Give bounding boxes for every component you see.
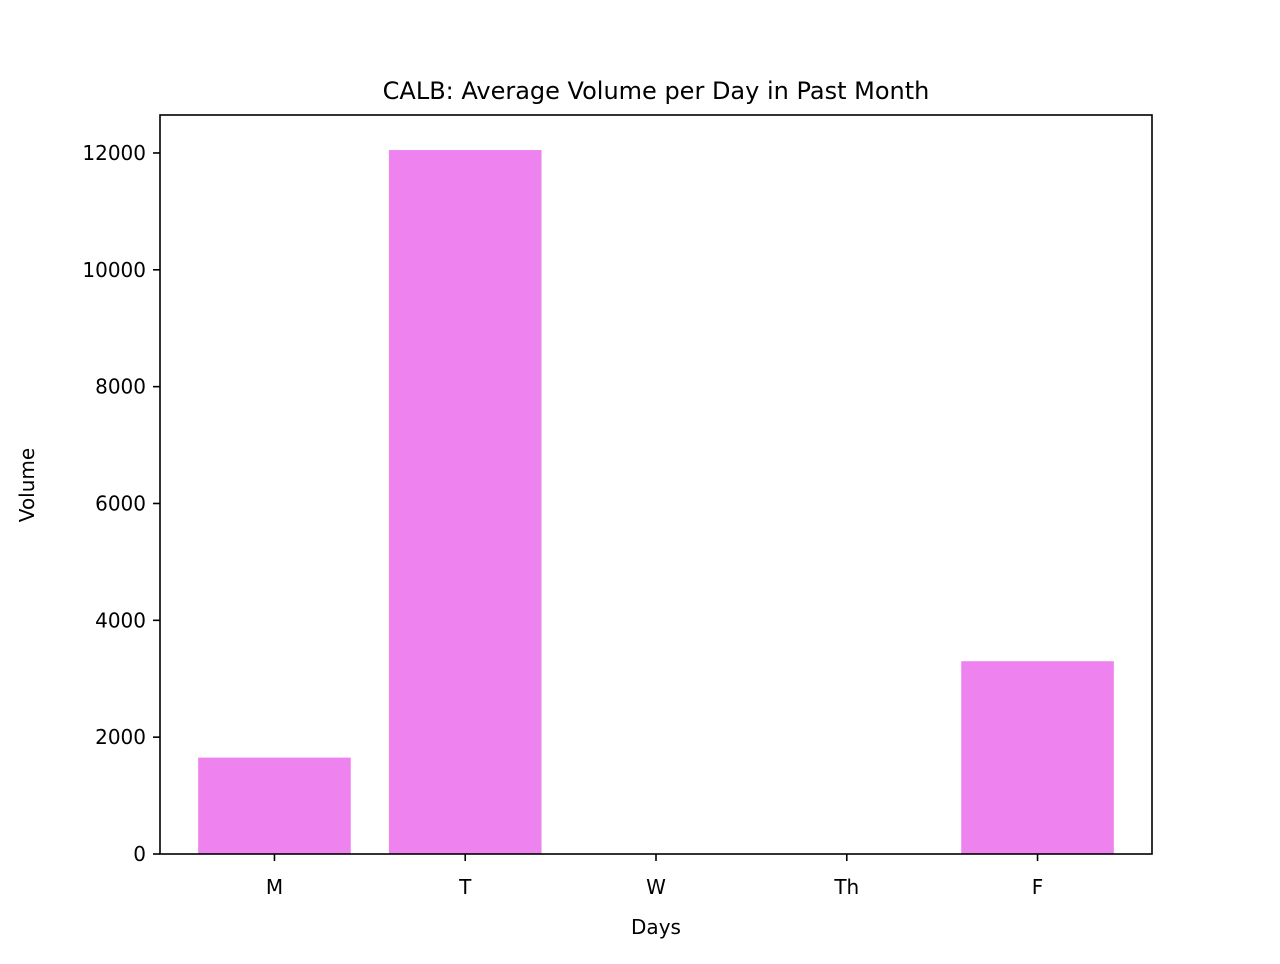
y-tick-label: 8000 xyxy=(95,375,146,399)
x-tick-label: F xyxy=(1032,875,1044,899)
x-axis-ticks: M T W Th F xyxy=(266,854,1043,899)
x-tick-label: T xyxy=(458,875,472,899)
y-axis-ticks: 0 2000 4000 6000 8000 10000 12000 xyxy=(82,141,160,866)
x-tick-label: M xyxy=(266,875,283,899)
x-tick-label: W xyxy=(646,875,666,899)
x-tick-label: Th xyxy=(833,875,859,899)
bar-t xyxy=(388,150,542,854)
plot-area-frame xyxy=(159,114,1153,855)
y-tick-label: 12000 xyxy=(82,141,146,165)
chart-title: CALB: Average Volume per Day in Past Mon… xyxy=(383,77,930,105)
bar-m xyxy=(198,757,351,854)
y-axis-label: Volume xyxy=(15,448,39,522)
x-axis-label: Days xyxy=(631,915,681,939)
bars-layer xyxy=(198,150,1114,854)
y-tick-label: 4000 xyxy=(95,608,146,632)
y-tick-label: 6000 xyxy=(95,491,146,515)
y-tick-label: 10000 xyxy=(82,258,146,282)
y-tick-label: 0 xyxy=(133,842,146,866)
bar-f xyxy=(961,661,1114,854)
y-tick-label: 2000 xyxy=(95,725,146,749)
